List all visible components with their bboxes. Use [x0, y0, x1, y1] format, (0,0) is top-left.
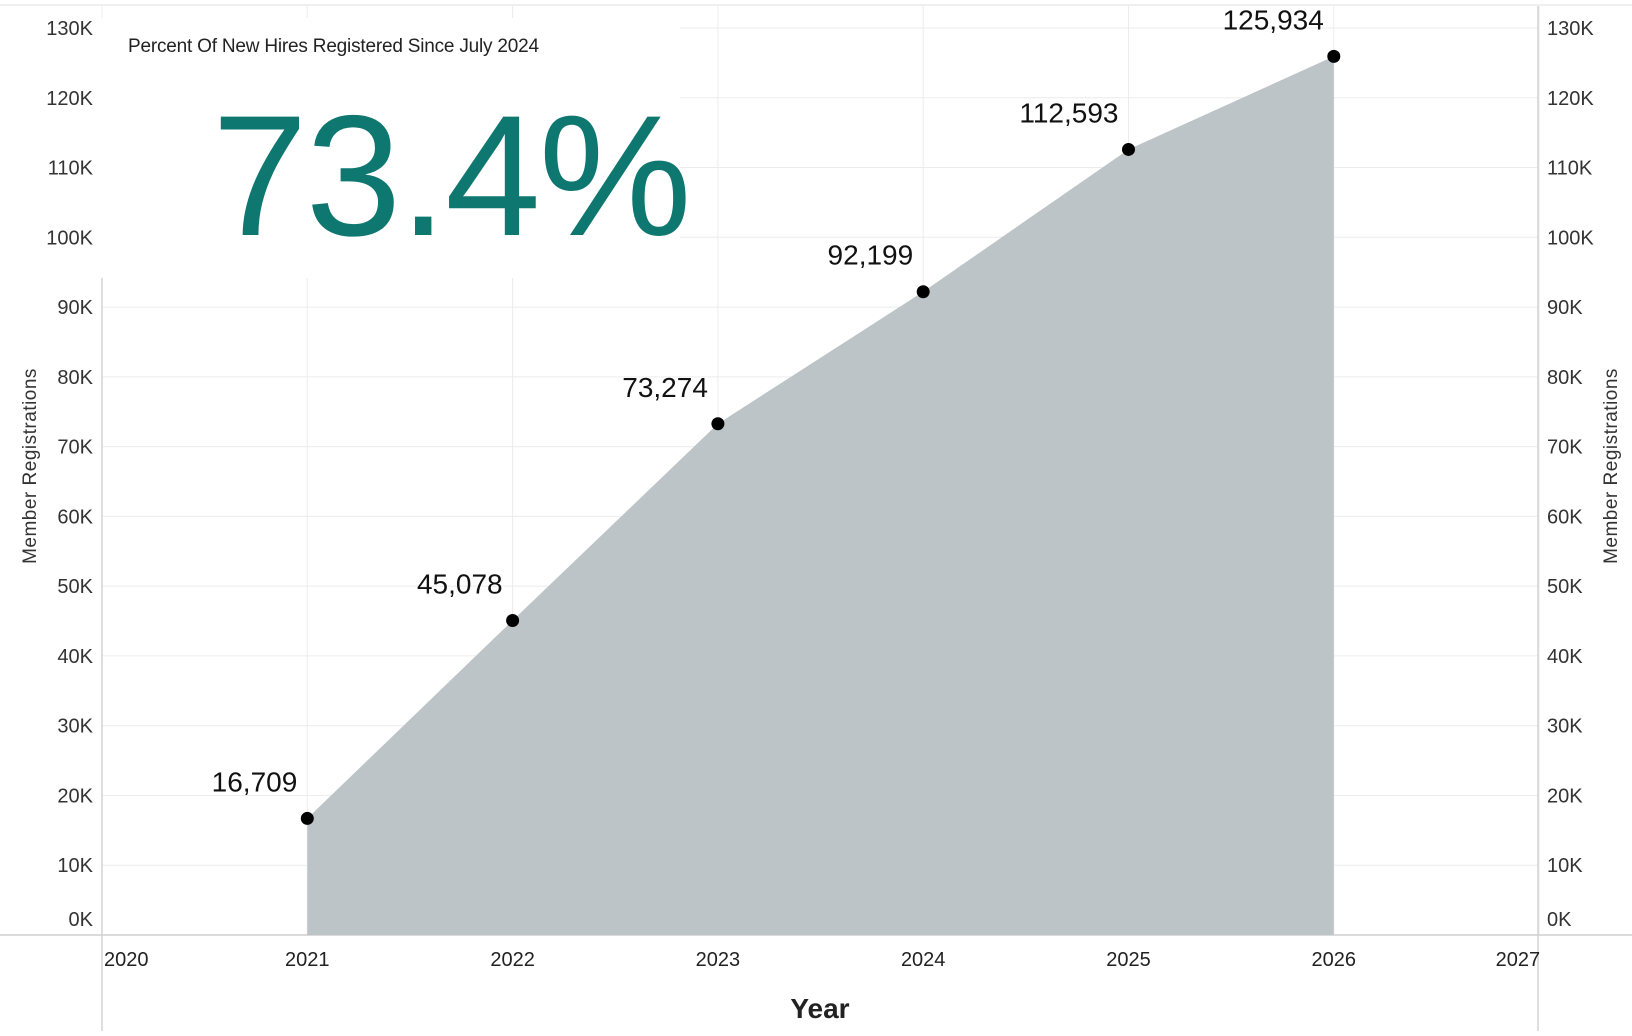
x-tick-label: 2022: [490, 949, 535, 971]
y-tick-label-left: 100K: [46, 227, 93, 249]
y-tick-label-left: 110K: [48, 158, 94, 180]
x-tick-label: 2026: [1312, 949, 1357, 971]
kpi-label: Percent Of New Hires Registered Since Ju…: [128, 36, 539, 57]
y-tick-label-left: 50K: [57, 576, 93, 598]
y-tick-label-right: 70K: [1547, 437, 1583, 459]
x-tick-label: 2025: [1106, 949, 1151, 971]
x-axis-ticks: 2020 2021 2022 2023 2024 2025 2026 2027: [104, 949, 1540, 971]
y-axis-left-title: Member Registrations: [20, 368, 41, 564]
y-tick-label-left: 80K: [57, 367, 93, 389]
data-label: 112,593: [1019, 97, 1118, 128]
x-tick-label: 2023: [696, 949, 741, 971]
y-tick-label-right: 10K: [1547, 855, 1583, 877]
x-tick-label: 2021: [285, 949, 330, 971]
x-tick-label: 2020: [104, 949, 149, 971]
y-tick-label-right: 100K: [1547, 227, 1594, 249]
x-tick-label: 2024: [901, 949, 946, 971]
kpi-card: Percent Of New Hires Registered Since Ju…: [100, 18, 692, 278]
y-tick-label-right: 110K: [1547, 158, 1593, 180]
data-label: 92,199: [828, 240, 914, 271]
x-tick-label: 2027: [1496, 949, 1541, 971]
data-points: [300, 49, 1341, 825]
y-tick-label-left: 10K: [57, 855, 93, 877]
y-tick-label-right: 30K: [1547, 716, 1583, 738]
data-label: 125,934: [1223, 4, 1324, 35]
y-axis-right-title: Member Registrations: [1601, 368, 1622, 564]
y-axis-left-ticks: 0K 10K 20K 30K 40K 50K 60K 70K 80K 90K 100K 110K 120…: [46, 18, 93, 931]
y-tick-label-right: 40K: [1547, 646, 1583, 668]
data-point: [1122, 142, 1135, 156]
data-point: [916, 285, 930, 299]
y-tick-label-right: 130K: [1547, 18, 1594, 40]
data-point: [1327, 49, 1341, 63]
area-fill: [307, 56, 1334, 936]
data-label: 73,274: [622, 372, 708, 403]
y-tick-label-right: 0K: [1547, 909, 1572, 931]
y-tick-label-left: 20K: [57, 785, 93, 807]
data-labels: 16,709 45,078 73,274 92,199 112,593 125,934: [212, 4, 1324, 797]
y-tick-label-left: 120K: [46, 88, 93, 110]
data-label: 45,078: [417, 568, 503, 599]
data-label: 16,709: [212, 766, 298, 797]
y-tick-label-right: 50K: [1547, 576, 1583, 598]
y-tick-label-left: 70K: [57, 437, 93, 459]
y-tick-label-left: 40K: [57, 646, 93, 668]
area-series: [307, 56, 1334, 936]
y-tick-label-left: 30K: [57, 716, 93, 738]
data-point: [300, 811, 314, 825]
data-point: [711, 417, 725, 431]
y-tick-label-left: 130K: [46, 18, 93, 40]
y-tick-label-left: 0K: [69, 909, 94, 931]
y-tick-label-right: 20K: [1547, 785, 1583, 807]
y-tick-label-right: 80K: [1547, 367, 1583, 389]
y-tick-label-right: 60K: [1547, 506, 1583, 528]
y-tick-label-right: 90K: [1547, 297, 1583, 319]
y-axis-right-ticks: 0K 10K 20K 30K 40K 50K 60K 70K 80K 90K 100K 110K 120…: [1547, 18, 1594, 931]
data-point: [506, 613, 520, 627]
y-tick-label-left: 90K: [57, 297, 93, 319]
x-axis-title: Year: [790, 993, 849, 1024]
kpi-value: 73.4%: [212, 80, 692, 272]
y-tick-label-left: 60K: [57, 506, 93, 528]
y-tick-label-right: 120K: [1547, 88, 1594, 110]
